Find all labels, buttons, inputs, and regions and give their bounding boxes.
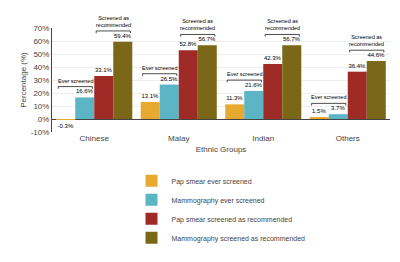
- svg-text:Percentage (%): Percentage (%): [19, 52, 28, 108]
- svg-text:36.4%: 36.4%: [348, 63, 366, 69]
- svg-text:40%: 40%: [33, 63, 49, 72]
- svg-text:20%: 20%: [33, 89, 49, 98]
- svg-text:44.6%: 44.6%: [367, 52, 385, 58]
- svg-text:Ethnic Groups: Ethnic Groups: [196, 145, 247, 154]
- svg-text:Ever screened: Ever screened: [311, 94, 346, 100]
- svg-text:Mammography screened as recomm: Mammography screened as recommended: [172, 235, 306, 243]
- svg-text:59.4%: 59.4%: [114, 33, 132, 39]
- svg-text:10%: 10%: [33, 102, 49, 111]
- svg-text:Pap smear ever screened: Pap smear ever screened: [172, 178, 252, 186]
- svg-text:56.7%: 56.7%: [283, 36, 301, 42]
- svg-text:42.3%: 42.3%: [264, 55, 282, 61]
- svg-text:13.1%: 13.1%: [141, 93, 159, 99]
- svg-text:Ever screened: Ever screened: [227, 71, 262, 77]
- svg-text:30%: 30%: [33, 76, 49, 85]
- svg-text:11.3%: 11.3%: [226, 95, 243, 101]
- svg-text:-10%: -10%: [31, 128, 50, 137]
- svg-text:60%: 60%: [33, 37, 49, 46]
- svg-text:Indian: Indian: [252, 134, 274, 143]
- svg-text:52.8%: 52.8%: [179, 41, 197, 47]
- svg-text:Mammography ever screened: Mammography ever screened: [172, 197, 265, 205]
- svg-text:Pap smear screened as recommen: Pap smear screened as recommended: [172, 216, 293, 224]
- svg-text:26.5%: 26.5%: [160, 76, 178, 82]
- svg-text:70%: 70%: [33, 24, 49, 33]
- svg-text:50%: 50%: [33, 50, 49, 59]
- svg-text:21.6%: 21.6%: [245, 82, 263, 88]
- svg-text:0%: 0%: [38, 115, 50, 124]
- svg-text:Ever screened: Ever screened: [58, 78, 93, 84]
- svg-text:3.7%: 3.7%: [331, 105, 345, 111]
- svg-text:1.5%: 1.5%: [312, 108, 326, 114]
- svg-text:-0.3%: -0.3%: [58, 123, 74, 129]
- svg-text:Ever screened: Ever screened: [142, 65, 177, 71]
- svg-text:Chinese: Chinese: [80, 134, 110, 143]
- svg-text:33.1%: 33.1%: [95, 67, 113, 73]
- svg-text:Others: Others: [336, 134, 360, 143]
- svg-text:Screened asrecommended: Screened asrecommended: [349, 34, 384, 47]
- svg-text:16.6%: 16.6%: [76, 88, 94, 94]
- svg-text:56.7%: 56.7%: [198, 36, 216, 42]
- svg-text:Screened asrecommended: Screened asrecommended: [265, 18, 300, 31]
- svg-text:Screened asrecommended: Screened asrecommended: [96, 15, 131, 28]
- svg-text:Malay: Malay: [168, 134, 189, 143]
- svg-text:Screened asrecommended: Screened asrecommended: [180, 18, 215, 31]
